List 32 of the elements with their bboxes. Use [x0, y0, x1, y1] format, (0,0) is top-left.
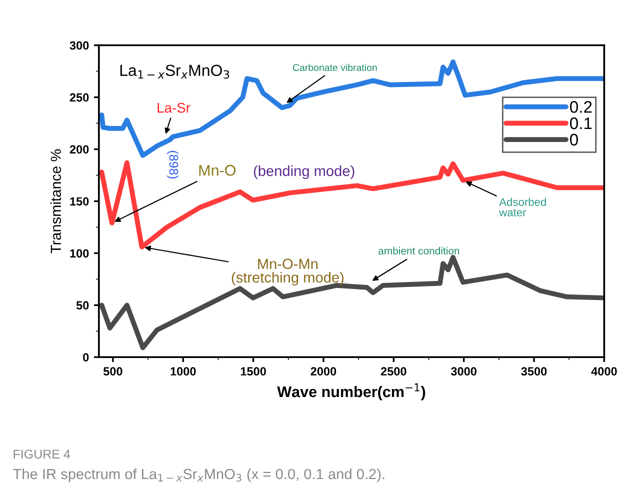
y-tick-label: 0 — [83, 353, 89, 362]
y-tick-label: 200 — [70, 145, 89, 154]
y-tick-label: 250 — [70, 93, 89, 102]
annotation: (898) — [166, 150, 178, 179]
annotation: Mn-O-Mn (stretching mode) — [232, 258, 344, 286]
x-tick-label: 3500 — [521, 367, 547, 376]
y-tick-label: 100 — [70, 249, 89, 258]
x-tick-label: 500 — [103, 367, 122, 376]
text: La$_{1−x}$Sr$_{x}$MnO$_{3}$ — [120, 64, 230, 79]
y-tick-label: 50 — [76, 301, 89, 310]
text: The IR spectrum of La$_{1−x}$Sr$_{x}$MnO$_{3}$ (x = 0.0, 0.1 and 0.2). — [13, 468, 384, 482]
annotation: Carbonate vibration — [292, 64, 377, 72]
legend-label: 0.1 — [570, 117, 592, 130]
line-series — [99, 254, 604, 350]
legend-label: 0.2 — [570, 101, 592, 113]
annotation: ambient condition — [378, 246, 460, 255]
legend-label: 0 — [570, 134, 578, 146]
annotation: Mn-O — [199, 164, 236, 176]
y-axis-title: Transmitance % — [50, 149, 62, 254]
y-tick-label: 300 — [70, 41, 89, 50]
x-tick-label: 2000 — [310, 367, 336, 376]
annotation: Adsorbed water — [499, 198, 546, 216]
x-tick-label: 1500 — [240, 367, 266, 376]
x-tick-label: 4000 — [591, 367, 617, 376]
caption: FIGURE 4 — [14, 450, 70, 459]
annotation: (bending mode) — [254, 165, 354, 179]
x-tick-label: 1000 — [170, 367, 196, 376]
x-tick-label: 3000 — [450, 367, 476, 376]
y-tick-label: 150 — [70, 197, 89, 206]
x-axis-title: Wave number(cm$^{−1}$) — [277, 383, 426, 400]
x-tick-label: 2500 — [380, 367, 406, 376]
annotation: La-Sr — [158, 102, 190, 113]
